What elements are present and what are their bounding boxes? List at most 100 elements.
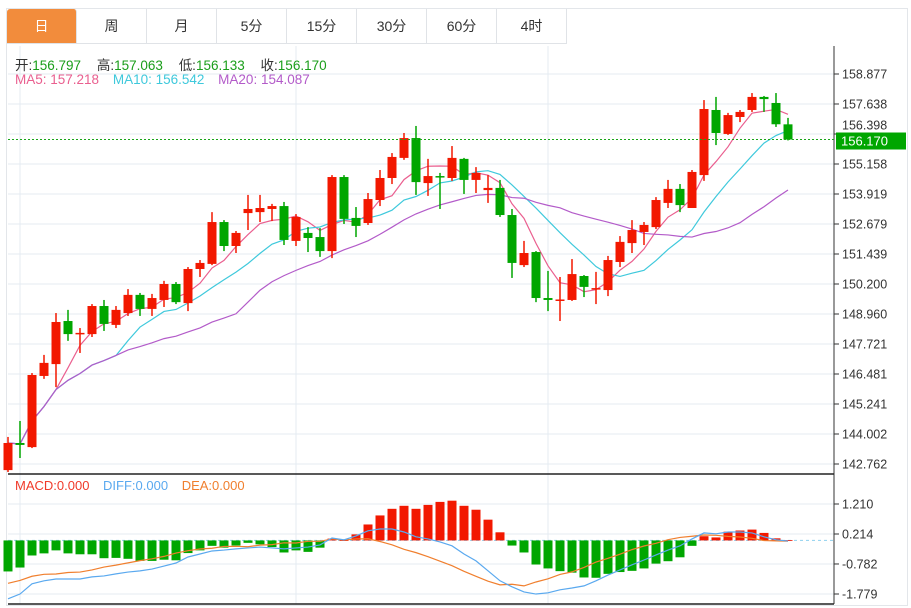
candle-up [111,309,121,325]
diff-value: DIFF:0.000 [103,478,169,493]
candle-down [219,222,229,246]
macd-bar [243,540,253,543]
candle-down [759,96,769,100]
candle-up [639,224,649,232]
macd-bar [111,540,121,558]
macd-bar [351,534,361,541]
low-label: 低: [178,58,196,73]
candle-up [231,232,241,246]
candle-down [351,217,361,226]
tab-week[interactable]: 周 [77,9,147,44]
candle-down [63,321,73,335]
macd-bar [315,540,325,548]
dea-line [7,534,789,587]
price-tick-label: 156.398 [842,119,887,133]
tab-30min[interactable]: 30分 [357,9,427,44]
candle-up [555,299,565,301]
candle-down [495,187,505,216]
macd-tick-label: -0.782 [842,557,877,571]
macd-bar [531,540,541,565]
diff-line [7,528,789,600]
macd-bar [255,540,265,545]
macd-bar [3,540,13,572]
candle-up [603,260,613,291]
macd-bar [267,540,277,548]
candle-up [591,288,601,290]
macd-bar [147,540,157,561]
ma5-value: MA5: 157.218 [15,72,100,87]
price-tick-label: 157.638 [842,97,887,111]
macd-bar [135,540,145,561]
low-value: 156.133 [195,58,245,73]
candle-up [627,230,637,244]
candle-down [303,232,313,239]
macd-bar [195,540,205,551]
macd-bar [699,536,709,541]
candle-up [615,241,625,262]
macd-bar [435,501,445,541]
tab-day[interactable]: 日 [7,9,77,44]
macd-bar [579,540,589,578]
macd-info: MACD:0.000 DIFF:0.000 DEA:0.000 [15,478,245,493]
price-tick-label: 158.877 [842,68,887,82]
candle-up [483,187,493,191]
candle-down [543,298,553,300]
candle-up [159,283,169,300]
tab-5min[interactable]: 5分 [217,9,287,44]
macd-bar [711,537,721,541]
macd-tick-label: 0.214 [842,527,873,541]
candle-down [171,283,181,303]
candle-down [315,237,325,252]
candle-up [567,274,577,300]
candle-up [195,262,205,269]
macd-bar [231,540,241,546]
macd-bar [735,530,745,541]
macd-bar [15,540,25,568]
macd-bar [447,500,457,541]
high-value: 157.063 [114,58,163,73]
candle-up [687,171,697,209]
candle-up [3,442,13,471]
macd-bar [459,505,469,541]
macd-bar [159,540,169,560]
ma20-value: MA20: 154.087 [218,72,310,87]
candle-up [387,156,397,178]
tab-60min[interactable]: 60分 [427,9,497,44]
ma10-line [7,130,789,445]
macd-bar [495,532,505,541]
macd-tick-label: 1.210 [842,498,873,512]
candle-down [783,124,793,140]
macd-tick-label: -1.779 [842,588,877,602]
candle-down [99,306,109,324]
macd-bar [291,540,301,551]
tab-4hour[interactable]: 4时 [497,9,567,44]
period-tabs: 日 周 月 5分 15分 30分 60分 4时 [7,9,567,45]
chart-frame [6,8,908,606]
price-tick-label: 155.158 [842,158,887,172]
macd-bar [363,524,373,541]
candle-up [147,298,157,309]
macd-bar [411,508,421,541]
macd-bar [219,540,229,548]
macd-bar [75,540,85,555]
macd-bar [27,540,37,556]
ma10-value: MA10: 156.542 [112,72,205,87]
candle-up [267,206,277,209]
current-price-label: 156.170 [841,134,888,149]
price-tick-label: 152.679 [842,217,887,231]
candle-up [699,109,709,176]
candle-up [663,188,673,203]
candle-down [507,215,517,263]
candle-up [75,332,85,335]
tab-month[interactable]: 月 [147,9,217,44]
candle-up [123,294,133,314]
macd-bar [519,540,529,553]
tab-15min[interactable]: 15分 [287,9,357,44]
macd-bar [399,505,409,541]
candle-up [471,172,481,180]
high-label: 高: [96,58,115,73]
candle-up [447,157,457,178]
macd-bar [591,540,601,578]
macd-bar [675,540,685,558]
